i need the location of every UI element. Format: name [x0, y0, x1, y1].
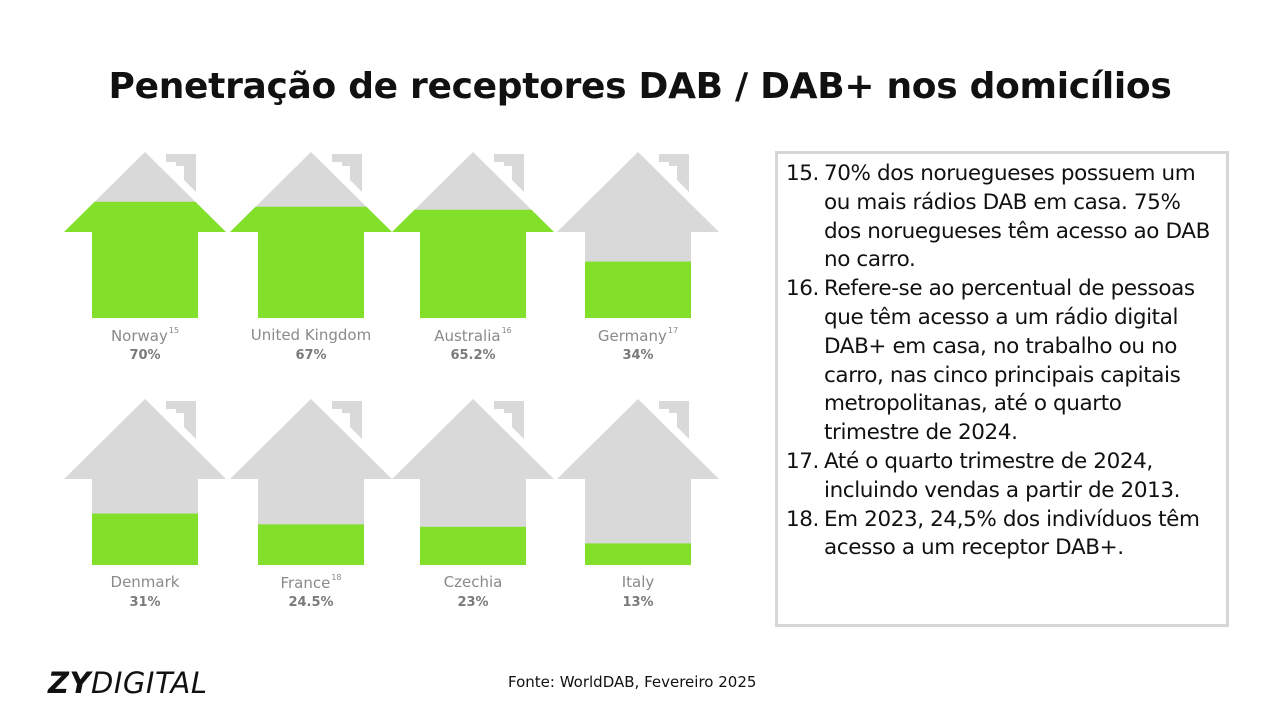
country-label: Germany17 — [555, 326, 721, 345]
page-title: Penetração de receptores DAB / DAB+ nos … — [108, 66, 1172, 107]
chimney-shape — [166, 401, 196, 439]
footnotes-box: 15. 70% dos noruegueses possuem um ou mai… — [775, 151, 1229, 627]
house-fill-bar — [230, 206, 392, 318]
country-label: United Kingdom — [228, 326, 394, 344]
footnote-number: 18. — [786, 506, 819, 532]
value-label: 24.5% — [288, 595, 334, 610]
chimney-shape — [659, 154, 689, 192]
footnote-item: 15. 70% dos noruegueses possuem um ou mai… — [786, 160, 1218, 275]
chimney-shape — [494, 154, 524, 192]
value-label: 13% — [622, 595, 654, 610]
footnote-ref: 17 — [667, 326, 679, 335]
house-icon — [230, 152, 392, 318]
value-label: 65.2% — [450, 348, 496, 363]
house-fill-bar — [64, 201, 226, 318]
house-empty-area — [230, 399, 392, 565]
source-note: Fonte: WorldDAB, Fevereiro 2025 — [508, 673, 757, 691]
house-icon — [230, 399, 392, 565]
house-icon — [64, 399, 226, 565]
country-name: Germany — [597, 327, 667, 345]
footnote-item: 18. Em 2023, 24,5% dos indivíduos têm ace… — [786, 506, 1218, 564]
country-label: France18 — [228, 573, 394, 592]
house-icon — [392, 399, 554, 565]
house-gauge-denmark: Denmark 31% — [62, 397, 228, 637]
footnote-ref: 18 — [331, 573, 342, 582]
footnote-text: Em 2023, 24,5% dos indivíduos têm acesso… — [824, 506, 1200, 561]
chimney-shape — [494, 401, 524, 439]
footnote-ref: 16 — [501, 326, 512, 335]
house-icon — [64, 152, 226, 318]
country-name: Norway — [110, 327, 168, 345]
chimney-shape — [659, 401, 689, 439]
value-label: 23% — [457, 595, 489, 610]
house-gauge-united-kingdom: United Kingdom 67% — [228, 150, 394, 390]
house-gauge-france: France18 24.5% — [228, 397, 394, 637]
house-icon — [557, 152, 719, 318]
footnote-number: 17. — [786, 448, 819, 474]
chimney-shape — [166, 154, 196, 192]
house-empty-area — [392, 399, 554, 565]
house-gauge-norway: Norway15 70% — [62, 150, 228, 390]
country-name: Italy — [621, 573, 655, 591]
house-gauge-germany: Germany17 34% — [555, 150, 721, 390]
zydigital-logo: ZYDIGITAL — [48, 666, 208, 700]
house-fill-bar — [392, 209, 554, 318]
house-fill-bar — [392, 526, 554, 565]
country-name: Australia — [434, 327, 501, 345]
country-label: Czechia — [390, 573, 556, 591]
house-icon — [392, 152, 554, 318]
country-label: Denmark — [62, 573, 228, 591]
house-fill-bar — [557, 261, 719, 318]
footnote-ref: 15 — [168, 326, 180, 335]
footnote-text: 70% dos noruegueses possuem um ou mais r… — [824, 161, 1210, 273]
house-fill-bar — [230, 524, 392, 565]
value-label: 67% — [295, 348, 327, 363]
footnote-number: 15. — [786, 161, 819, 186]
country-label: Australia16 — [390, 326, 556, 345]
house-empty-area — [557, 399, 719, 565]
house-fill-bar — [64, 513, 226, 565]
country-name: France — [280, 574, 331, 592]
country-name: Denmark — [110, 573, 180, 591]
house-fill-bar — [557, 543, 719, 565]
house-gauge-australia: Australia16 65.2% — [390, 150, 556, 390]
value-label: 70% — [129, 348, 161, 363]
house-gauge-czechia: Czechia 23% — [390, 397, 556, 637]
country-label: Norway15 — [62, 326, 228, 345]
footnote-number: 16. — [786, 276, 819, 302]
house-gauge-italy: Italy 13% — [555, 397, 721, 637]
footnote-item: 17. Até o quarto trimestre de 2024, inclu… — [786, 448, 1218, 506]
country-name: United Kingdom — [250, 326, 372, 344]
chimney-shape — [332, 401, 362, 439]
footnote-item: 16. Refere-se ao percentual de pessoas qu… — [786, 275, 1218, 448]
footnote-text: Até o quarto trimestre de 2024, incluind… — [824, 448, 1181, 503]
value-label: 31% — [129, 595, 161, 610]
country-name: Czechia — [443, 573, 503, 591]
footnote-text: Refere-se ao percentual de pessoas que t… — [824, 276, 1195, 446]
house-icon — [557, 399, 719, 565]
chimney-shape — [332, 154, 362, 192]
footnotes-list: 15. 70% dos noruegueses possuem um ou mai… — [786, 160, 1218, 563]
value-label: 34% — [622, 348, 654, 363]
country-label: Italy — [555, 573, 721, 591]
